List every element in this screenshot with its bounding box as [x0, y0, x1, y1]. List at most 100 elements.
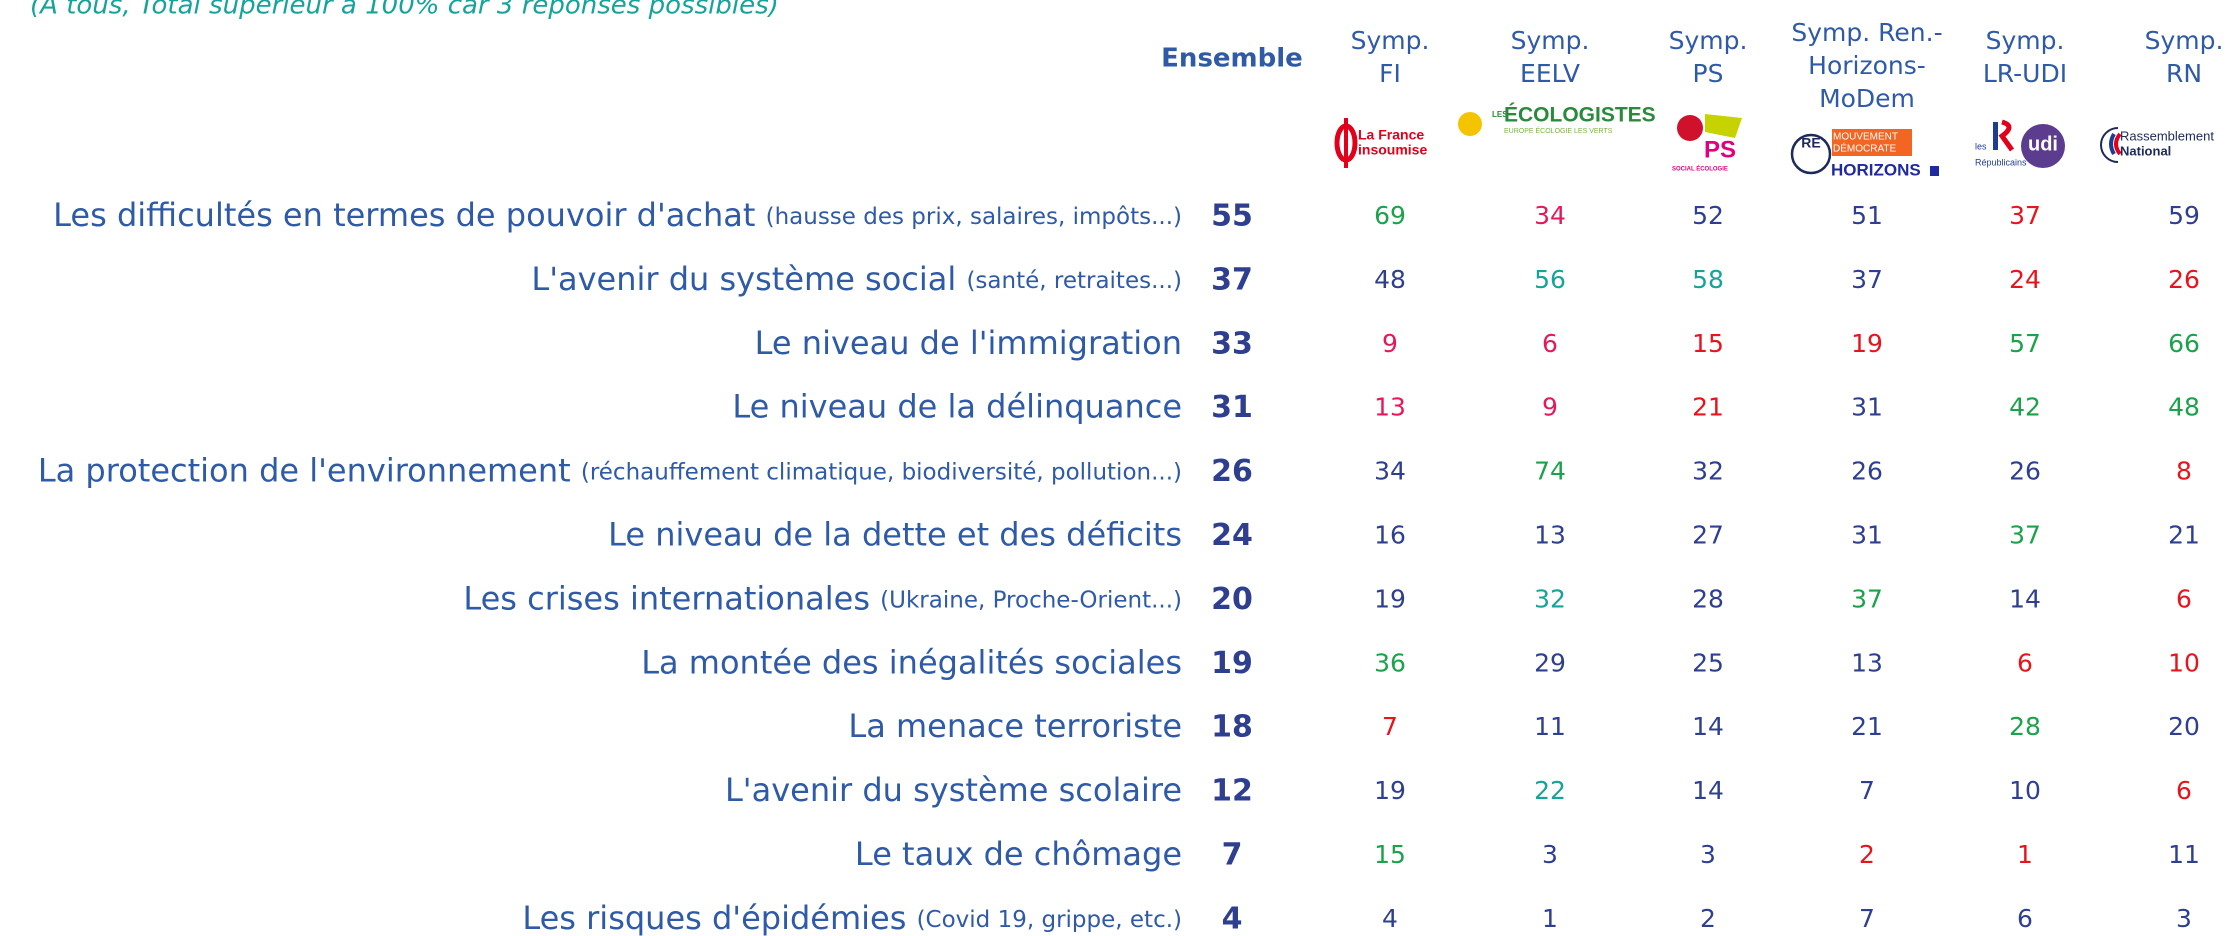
cell-value: 52	[1692, 201, 1724, 230]
row-label-main: La protection de l'environnement	[38, 452, 571, 490]
ensemble-value: 19	[1211, 646, 1253, 681]
cell-value: 1	[1542, 904, 1558, 933]
ensemble-value: 7	[1222, 838, 1243, 873]
cell-value: 6	[2017, 904, 2033, 933]
cell-value: 25	[1692, 648, 1724, 677]
row-label-main: Le niveau de la délinquance	[732, 388, 1182, 426]
row-label-detail: (santé, retraites...)	[966, 267, 1182, 293]
row-label-detail: (hausse des prix, salaires, impôts...)	[766, 204, 1182, 230]
column-header: FI	[1379, 59, 1401, 88]
cell-value: 26	[2009, 457, 2041, 486]
ensemble-value: 12	[1211, 774, 1253, 809]
cell-value: 42	[2009, 393, 2041, 422]
row-label-main: Les risques d'épidémies	[522, 899, 906, 936]
cell-value: 4	[1382, 904, 1398, 933]
party-logo-text: RE	[1801, 135, 1820, 151]
row-label-detail: (réchauffement climatique, biodiversité,…	[581, 459, 1182, 485]
cell-value: 9	[1542, 393, 1558, 422]
row-label: Le taux de chômage	[855, 835, 1182, 873]
cell-value: 13	[1534, 521, 1566, 550]
row-label: Le niveau de la délinquance	[732, 388, 1182, 426]
cell-value: 13	[1374, 393, 1406, 422]
cell-value: 22	[1534, 776, 1566, 805]
column-header: Symp.	[1669, 26, 1748, 55]
cell-value: 32	[1692, 457, 1724, 486]
cell-value: 31	[1851, 521, 1883, 550]
column-header: RN	[2166, 59, 2202, 88]
row-label-main: Les crises internationales	[463, 579, 870, 617]
ensemble-value: 20	[1211, 582, 1253, 617]
cell-value: 26	[2168, 265, 2200, 294]
row-label: Le niveau de l'immigration	[755, 324, 1182, 362]
cell-value: 37	[1851, 584, 1883, 613]
party-logo-text: ÉCOLOGISTES	[1504, 104, 1656, 127]
cell-value: 31	[1851, 393, 1883, 422]
row-label: Le niveau de la dette et des déficits	[608, 516, 1182, 554]
cell-value: 27	[1692, 521, 1724, 550]
cell-value: 37	[2009, 201, 2041, 230]
row-label-main: Le taux de chômage	[855, 835, 1182, 873]
row-label: Les risques d'épidémies (Covid 19, gripp…	[522, 899, 1182, 936]
cell-value: 3	[1700, 840, 1716, 869]
logo-shapes	[1334, 112, 2122, 176]
party-logo-text: La France	[1358, 127, 1424, 143]
ensemble-value: 37	[1211, 262, 1253, 297]
ensemble-value: 18	[1211, 710, 1253, 745]
cell-value: 37	[1851, 265, 1883, 294]
cell-value: 66	[2168, 329, 2200, 358]
cell-value: 24	[2009, 265, 2041, 294]
ensemble-value: 55	[1211, 199, 1253, 234]
ensemble-value: 26	[1211, 454, 1253, 489]
cell-value: 7	[1859, 904, 1875, 933]
cell-value: 14	[1692, 712, 1724, 741]
row-label-detail: (Covid 19, grippe, etc.)	[917, 906, 1182, 932]
cell-value: 10	[2168, 648, 2200, 677]
cell-value: 13	[1851, 648, 1883, 677]
cell-value: 20	[2168, 712, 2200, 741]
row-label-main: Les difficultés en termes de pouvoir d'a…	[53, 196, 755, 234]
party-logo-text: SOCIAL ÉCOLOGIE	[1672, 165, 1728, 173]
cell-value: 57	[2009, 329, 2041, 358]
cell-value: 6	[2176, 584, 2192, 613]
party-logo-text: MOUVEMENT	[1833, 132, 1898, 143]
row-label: Les crises internationales (Ukraine, Pro…	[463, 579, 1182, 617]
cell-value: 69	[1374, 201, 1406, 230]
cell-value: 19	[1374, 776, 1406, 805]
cell-value: 2	[1700, 904, 1716, 933]
cell-value: 7	[1382, 712, 1398, 741]
party-logo-text: National	[2120, 143, 2171, 158]
cell-value: 19	[1374, 584, 1406, 613]
party-logo-text: HORIZONS	[1831, 160, 1921, 179]
cell-value: 3	[1542, 840, 1558, 869]
cell-value: 36	[1374, 648, 1406, 677]
cell-value: 14	[2009, 584, 2041, 613]
cell-value: 19	[1851, 329, 1883, 358]
cell-value: 48	[1374, 265, 1406, 294]
row-label-main: La montée des inégalités sociales	[641, 643, 1182, 681]
cell-value: 37	[2009, 521, 2041, 550]
row-label-main: Le niveau de l'immigration	[755, 324, 1182, 362]
cell-value: 15	[1374, 840, 1406, 869]
ensemble-value: 24	[1211, 518, 1253, 553]
cell-value: 16	[1374, 521, 1406, 550]
cell-value: 6	[2176, 776, 2192, 805]
party-logo-text: Républicains	[1975, 157, 2027, 167]
cell-value: 8	[2176, 457, 2192, 486]
row-label-main: L'avenir du système scolaire	[725, 771, 1182, 809]
row-label: L'avenir du système social (santé, retra…	[531, 260, 1182, 298]
cell-value: 21	[1692, 393, 1724, 422]
cell-value: 28	[1692, 584, 1724, 613]
cell-value: 28	[2009, 712, 2041, 741]
row-label-detail: (Ukraine, Proche-Orient...)	[880, 587, 1182, 613]
cell-value: 48	[2168, 393, 2200, 422]
cell-value: 51	[1851, 201, 1883, 230]
cell-value: 58	[1692, 265, 1724, 294]
cell-value: 59	[2168, 201, 2200, 230]
ensemble-value: 4	[1222, 901, 1243, 936]
cell-value: 2	[1859, 840, 1875, 869]
row-label-main: L'avenir du système social	[531, 260, 956, 298]
row-label: Les difficultés en termes de pouvoir d'a…	[53, 196, 1182, 234]
column-header: EELV	[1520, 59, 1580, 88]
